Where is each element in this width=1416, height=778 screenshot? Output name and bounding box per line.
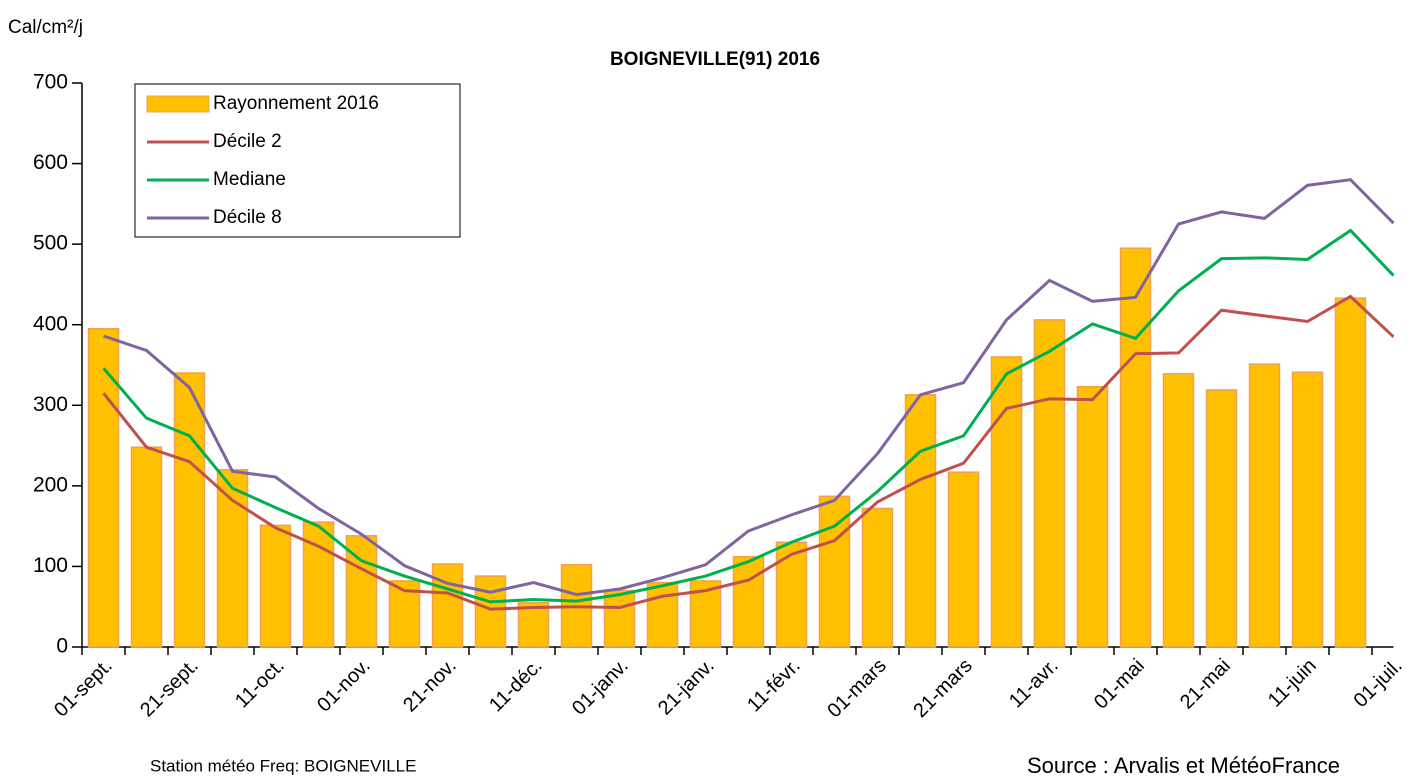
bar — [474, 575, 507, 648]
x-tick-label: 11-févr. — [743, 655, 805, 717]
x-tick-label: 21-mars — [909, 655, 976, 722]
bar — [1334, 297, 1367, 648]
line — [102, 228, 1395, 604]
x-tick-label: 01-mars — [823, 655, 890, 722]
bar — [1033, 319, 1066, 648]
bar — [904, 394, 937, 648]
x-tick-label: 21-sept. — [136, 655, 203, 722]
bar — [1248, 363, 1281, 648]
line — [102, 294, 1395, 611]
legend-label: Rayonnement 2016 — [213, 93, 379, 114]
y-tick-label: 500 — [33, 232, 68, 255]
bar — [732, 556, 765, 648]
y-tick-label: 0 — [56, 635, 68, 658]
x-tick-label: 01-sept. — [50, 655, 117, 722]
x-tick-label: 21-mai — [1176, 655, 1235, 714]
x-tick-label: 01-mai — [1090, 655, 1149, 714]
x-tick-label: 11-juin — [1264, 655, 1321, 712]
bar — [1162, 373, 1195, 648]
legend-label: Mediane — [213, 169, 286, 190]
bar — [130, 446, 163, 648]
footer-right: Source : Arvalis et MétéoFrance — [1027, 753, 1340, 778]
line — [103, 178, 1395, 597]
x-tick-label: 01-nov. — [313, 655, 375, 717]
chart-title: BOIGNEVILLE(91) 2016 — [610, 49, 820, 70]
x-tick-label: 21-janv. — [654, 655, 719, 720]
bar — [1205, 389, 1238, 648]
y-tick-label: 600 — [33, 151, 68, 174]
x-tick-label: 01-janv. — [568, 655, 633, 720]
y-tick-label: 200 — [33, 473, 68, 496]
bar — [173, 372, 206, 648]
x-tick-label: 21-nov. — [399, 655, 461, 717]
bar — [1119, 247, 1152, 648]
x-tick-label: 11-oct. — [231, 655, 289, 713]
bar — [259, 524, 292, 648]
footer-left: Station météo Freq: BOIGNEVILLE — [150, 756, 416, 775]
y-axis-label: Cal/cm²/j — [8, 17, 83, 38]
y-tick-label: 700 — [33, 71, 68, 94]
legend-label: Décile 8 — [213, 207, 282, 228]
y-tick-label: 300 — [33, 393, 68, 416]
bar — [990, 356, 1023, 648]
x-tick-label: 11-déc. — [485, 655, 547, 717]
legend-label: Décile 2 — [213, 131, 282, 152]
bar — [431, 563, 464, 648]
x-tick-label: 01-juil. — [1350, 655, 1407, 712]
bar — [1291, 371, 1324, 648]
y-tick-label: 400 — [33, 312, 68, 335]
bar — [947, 471, 980, 648]
bar — [517, 601, 550, 648]
bar — [818, 495, 851, 648]
y-tick-label: 100 — [33, 554, 68, 577]
bar — [1076, 386, 1109, 648]
bar — [603, 589, 636, 648]
bar — [87, 327, 120, 648]
bar — [861, 507, 894, 648]
bar — [646, 581, 679, 648]
bar — [775, 541, 808, 648]
x-tick-label: 11-avr. — [1005, 655, 1063, 713]
bar — [216, 468, 249, 648]
legend-swatch — [146, 95, 210, 113]
